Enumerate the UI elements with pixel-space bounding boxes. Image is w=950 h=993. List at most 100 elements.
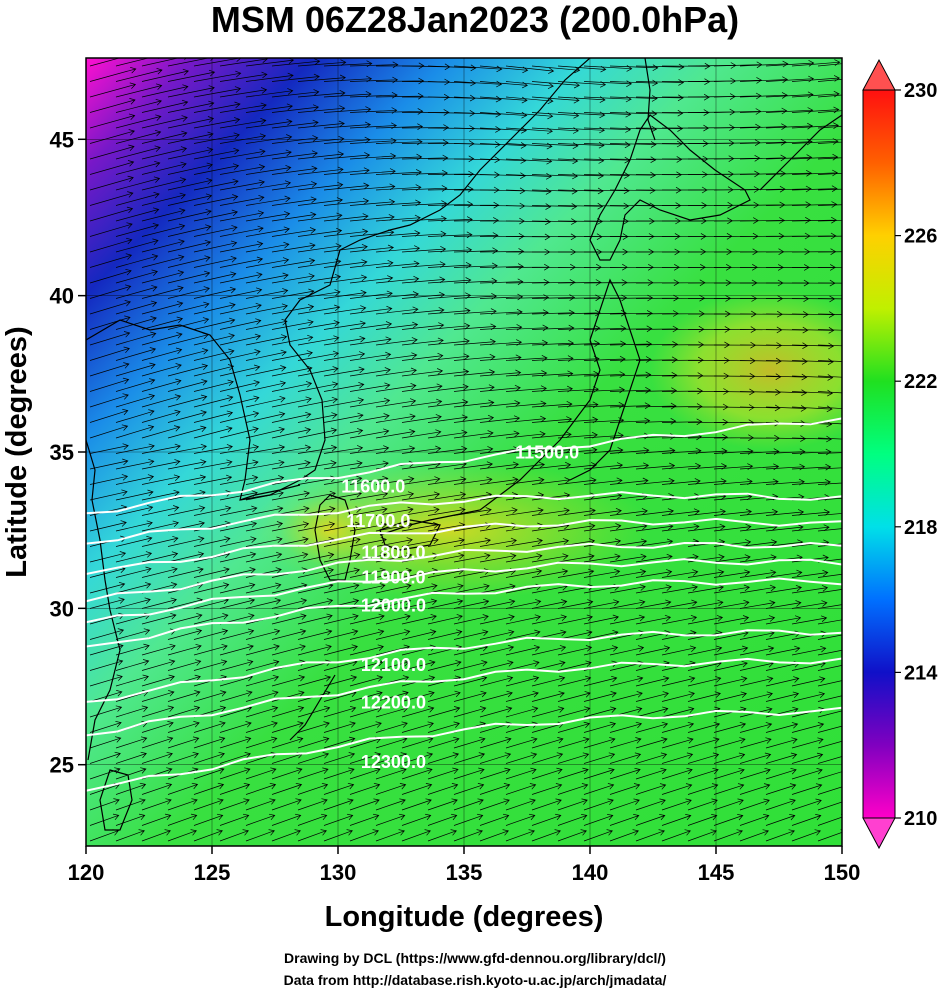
wind-arrow [453,201,500,209]
wind-arrow [193,225,238,237]
wind-arrow [89,659,124,671]
wind-arrow [323,366,365,377]
wind-arrow [401,721,434,733]
wind-arrow [219,736,252,749]
wind-arrow [297,74,346,82]
wind-arrow [349,445,390,454]
wind-arrow [609,156,657,164]
wind-arrow [739,798,770,811]
wind-arrow [219,164,266,175]
wind-arrow [765,722,799,733]
wind-arrow [219,597,256,609]
wind-arrow [375,690,409,702]
wind-arrow [89,520,127,532]
wind-arrow [401,783,433,795]
wind-arrow [271,628,307,640]
x-tick-label: 125 [194,860,231,885]
wind-arrow [167,798,198,811]
wind-arrow [453,126,502,133]
wind-arrow [323,752,356,764]
wind-arrow [219,459,259,470]
wind-arrow [765,767,797,780]
wind-arrow [609,737,642,749]
wind-arrow [583,340,627,348]
wind-arrow [349,491,389,501]
wind-arrow [427,491,467,501]
wind-arrow [609,584,646,594]
wind-arrow [817,513,842,516]
wind-arrow [141,99,189,113]
wind-arrow [141,68,189,82]
wind-arrow [401,629,437,640]
wind-arrow [141,285,184,299]
wind-arrow [193,751,225,764]
wind-arrow [817,126,842,129]
wind-arrow [193,613,229,625]
wind-arrow [817,798,842,811]
wind-arrow [661,691,695,702]
wind-arrow [505,461,545,470]
wind-arrow [739,600,776,609]
wind-arrow [739,767,771,780]
wind-arrow [193,302,236,315]
wind-arrow [245,303,288,315]
wind-arrow [739,554,777,563]
wind-arrow [141,130,188,144]
wind-arrow [687,599,724,609]
wind-arrow [609,417,651,425]
wind-arrow [609,294,654,302]
height-contour [86,417,842,515]
wind-arrow [791,106,840,114]
wind-arrow [193,271,237,284]
wind-arrow [557,645,593,656]
wind-arrow [531,737,564,749]
wind-arrow [713,599,750,609]
wind-arrow [531,691,565,702]
wind-arrow [375,629,411,640]
wind-arrow [817,422,842,425]
wind-arrow [115,378,156,392]
wind-arrow [271,211,317,222]
wind-arrow [609,340,653,348]
wind-arrow [219,58,268,67]
wind-arrow [271,350,313,361]
wind-arrow [817,437,842,440]
wind-arrow [193,582,230,594]
wind-arrow [739,676,774,687]
wind-arrow [271,273,315,284]
wind-arrow [557,340,601,347]
wind-arrow [219,241,264,253]
wind-arrow [271,304,315,315]
height-contour [86,558,842,624]
wind-arrow [167,628,203,640]
wind-arrow [167,705,201,718]
wind-arrow [349,644,384,656]
wind-arrow [271,365,313,377]
wind-arrow [349,537,387,547]
wind-arrow [609,402,651,409]
wind-arrow [271,644,306,656]
wind-arrow [713,539,752,547]
wind-arrow [635,737,668,749]
wind-arrow [141,161,187,175]
wind-arrow [89,362,130,377]
wind-arrow [609,325,653,333]
wind-arrow [115,474,155,485]
wind-arrow [193,721,226,733]
wind-arrow [115,300,158,315]
wind-arrow [791,185,838,192]
wind-arrow [401,736,434,749]
wind-arrow [115,145,161,160]
wind-arrow [115,393,156,408]
wind-arrow [401,383,443,392]
wind-arrow [817,298,842,300]
wind-arrow [323,582,360,594]
wind-arrow [531,599,568,609]
wind-arrow [505,476,545,485]
coastline-kyushu [314,494,356,581]
wind-arrow [661,599,698,609]
wind-arrow [115,798,146,811]
wind-arrow [635,691,669,702]
colorbar-tick-label: 214 [904,662,938,684]
wind-arrow [401,185,448,192]
